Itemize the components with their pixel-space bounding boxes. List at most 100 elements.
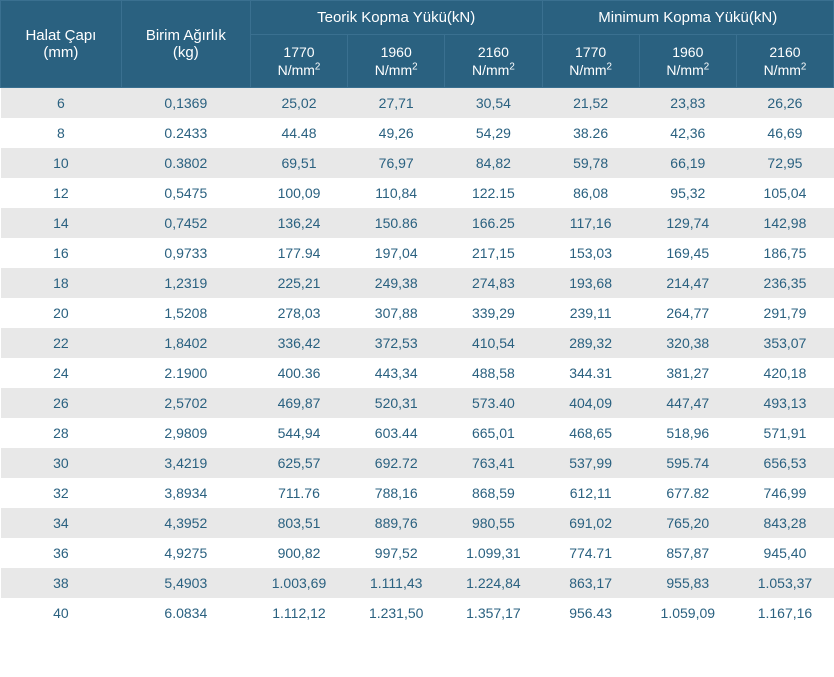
table-cell: 40: [1, 598, 122, 628]
table-cell: 24: [1, 358, 122, 388]
table-row: 262,5702469,87520,31573.40404,09447,4749…: [1, 388, 834, 418]
table-row: 80.243344.4849,2654,2938.2642,3646,69: [1, 118, 834, 148]
table-cell: 0,1369: [121, 88, 250, 119]
table-cell: 10: [1, 148, 122, 178]
table-cell: 788,16: [348, 478, 445, 508]
table-cell: 44.48: [250, 118, 347, 148]
table-cell: 677.82: [639, 478, 736, 508]
table-cell: 26,26: [736, 88, 833, 119]
header-birim-agirlik-label: Birim Ağırlık: [146, 27, 226, 44]
table-cell: 217,15: [445, 238, 542, 268]
table-cell: 443,34: [348, 358, 445, 388]
table-cell: 49,26: [348, 118, 445, 148]
table-cell: 868,59: [445, 478, 542, 508]
table-cell: 603.44: [348, 418, 445, 448]
table-row: 242.1900400.36443,34488,58344.31381,2742…: [1, 358, 834, 388]
table-cell: 1.224,84: [445, 568, 542, 598]
header-t1960-unit: N/mm: [375, 62, 412, 78]
header-t1960-val: 1960: [381, 44, 412, 60]
table-body: 60,136925,0227,7130,5421,5223,8326,2680.…: [1, 88, 834, 629]
table-cell: 36: [1, 538, 122, 568]
table-cell: 105,04: [736, 178, 833, 208]
table-cell: 420,18: [736, 358, 833, 388]
table-cell: 0,5475: [121, 178, 250, 208]
table-cell: 1.053,37: [736, 568, 833, 598]
table-cell: 1.112,12: [250, 598, 347, 628]
table-cell: 186,75: [736, 238, 833, 268]
table-row: 160,9733177.94197,04217,15153,03169,4518…: [1, 238, 834, 268]
table-cell: 339,29: [445, 298, 542, 328]
table-cell: 469,87: [250, 388, 347, 418]
table-cell: 72,95: [736, 148, 833, 178]
table-cell: 889,76: [348, 508, 445, 538]
table-cell: 289,32: [542, 328, 639, 358]
table-cell: 0.2433: [121, 118, 250, 148]
table-cell: 21,52: [542, 88, 639, 119]
header-t1770: 1770 N/mm2: [250, 35, 347, 88]
table-cell: 997,52: [348, 538, 445, 568]
table-cell: 239,11: [542, 298, 639, 328]
table-cell: 344.31: [542, 358, 639, 388]
table-row: 303,4219625,57692.72763,41537,99595.7465…: [1, 448, 834, 478]
table-cell: 625,57: [250, 448, 347, 478]
table-cell: 612,11: [542, 478, 639, 508]
table-cell: 3,4219: [121, 448, 250, 478]
table-cell: 307,88: [348, 298, 445, 328]
header-minimum-kopma: Minimum Kopma Yükü(kN): [542, 1, 834, 35]
table-cell: 122.15: [445, 178, 542, 208]
table-cell: 0,7452: [121, 208, 250, 238]
table-cell: 23,83: [639, 88, 736, 119]
header-m1960-val: 1960: [672, 44, 703, 60]
table-cell: 573.40: [445, 388, 542, 418]
table-cell: 2.1900: [121, 358, 250, 388]
header-m2160-unit: N/mm: [764, 62, 801, 78]
table-cell: 25,02: [250, 88, 347, 119]
table-cell: 32: [1, 478, 122, 508]
header-m2160: 2160 N/mm2: [736, 35, 833, 88]
table-cell: 18: [1, 268, 122, 298]
table-cell: 956.43: [542, 598, 639, 628]
table-cell: 1.167,16: [736, 598, 833, 628]
header-t2160-val: 2160: [478, 44, 509, 60]
table-cell: 1.357,17: [445, 598, 542, 628]
header-m2160-val: 2160: [769, 44, 800, 60]
table-cell: 117,16: [542, 208, 639, 238]
table-cell: 1.059,09: [639, 598, 736, 628]
table-row: 364,9275900,82997,521.099,31774.71857,87…: [1, 538, 834, 568]
table-cell: 38: [1, 568, 122, 598]
table-row: 100.380269,5176,9784,8259,7866,1972,95: [1, 148, 834, 178]
table-cell: 46,69: [736, 118, 833, 148]
table-cell: 177.94: [250, 238, 347, 268]
table-cell: 22: [1, 328, 122, 358]
table-cell: 1,2319: [121, 268, 250, 298]
table-row: 221,8402336,42372,53410,54289,32320,3835…: [1, 328, 834, 358]
header-t1770-unit: N/mm: [278, 62, 315, 78]
table-cell: 12: [1, 178, 122, 208]
table-cell: 0.3802: [121, 148, 250, 178]
table-cell: 27,71: [348, 88, 445, 119]
table-cell: 4,3952: [121, 508, 250, 538]
table-cell: 4,9275: [121, 538, 250, 568]
table-cell: 28: [1, 418, 122, 448]
table-cell: 214,47: [639, 268, 736, 298]
table-cell: 86,08: [542, 178, 639, 208]
table-row: 120,5475100,09110,84122.1586,0895,32105,…: [1, 178, 834, 208]
table-cell: 0,9733: [121, 238, 250, 268]
table-cell: 59,78: [542, 148, 639, 178]
spec-table-container: Halat Çapı (mm) Birim Ağırlık (kg) Teori…: [0, 0, 834, 628]
table-cell: 544,94: [250, 418, 347, 448]
header-m1770: 1770 N/mm2: [542, 35, 639, 88]
spec-table: Halat Çapı (mm) Birim Ağırlık (kg) Teori…: [0, 0, 834, 628]
table-cell: 6.0834: [121, 598, 250, 628]
table-cell: 711.76: [250, 478, 347, 508]
table-cell: 66,19: [639, 148, 736, 178]
table-cell: 1.231,50: [348, 598, 445, 628]
table-cell: 169,45: [639, 238, 736, 268]
header-halat-capi: Halat Çapı (mm): [1, 1, 122, 88]
table-cell: 136,24: [250, 208, 347, 238]
table-row: 140,7452136,24150.86166.25117,16129,7414…: [1, 208, 834, 238]
table-cell: 400.36: [250, 358, 347, 388]
table-cell: 1.099,31: [445, 538, 542, 568]
table-cell: 20: [1, 298, 122, 328]
table-cell: 763,41: [445, 448, 542, 478]
